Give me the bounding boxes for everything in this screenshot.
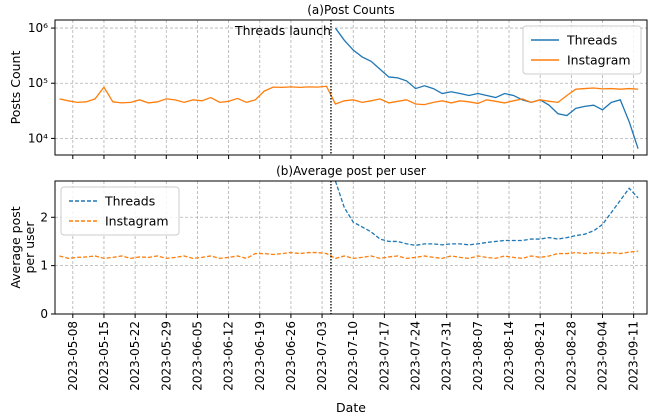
y-tick-label: 1 (40, 259, 48, 273)
legend-box (60, 186, 180, 236)
series-line (59, 250, 639, 260)
x-tick-label: 2023-07-17 (377, 321, 391, 391)
legend-label: Threads (566, 33, 617, 48)
x-tick-label: 2023-08-14 (502, 321, 516, 391)
annotation: Threads launch (234, 23, 331, 38)
legend-label: Threads (104, 194, 155, 209)
x-axis-label: Date (336, 400, 366, 415)
y-tick-label: 10⁵ (28, 76, 48, 90)
y-axis-label: per user (22, 221, 37, 274)
y-axis-label: Posts Count (8, 51, 23, 125)
subplot-title: (b)Average post per user (276, 164, 426, 178)
y-tick-label: 2 (40, 210, 48, 224)
subplot-title: (a)Post Counts (307, 3, 395, 17)
y-tick-label: 10⁴ (28, 131, 48, 145)
x-tick-label: 2023-07-10 (346, 321, 360, 391)
legend-box (522, 25, 642, 75)
x-tick-label: 2023-09-11 (627, 321, 641, 391)
x-tick-label: 2023-05-15 (97, 321, 111, 391)
x-tick-label: 2023-05-08 (66, 321, 80, 391)
x-tick-label: 2023-05-22 (128, 321, 142, 391)
plot-area (59, 27, 639, 149)
series-line (334, 181, 639, 246)
legend-label: Instagram (567, 53, 631, 68)
x-tick-label: 2023-08-28 (564, 321, 578, 391)
x-tick-label: 2023-07-03 (315, 321, 329, 391)
axes-frame (54, 180, 648, 315)
x-tick-label: 2023-05-29 (159, 321, 173, 391)
y-axis-label: Average post (8, 206, 23, 288)
y-tick-label: 10⁶ (28, 21, 48, 35)
series-line (334, 27, 639, 149)
x-tick-label: 2023-08-07 (471, 321, 485, 391)
x-tick-label: 2023-06-05 (190, 321, 204, 391)
legend-label: Instagram (105, 214, 169, 229)
x-tick-label: 2023-07-24 (409, 321, 423, 391)
x-tick-label: 2023-06-12 (222, 321, 236, 391)
x-tick-label: 2023-06-19 (253, 321, 267, 391)
x-tick-label: 2023-07-31 (440, 321, 454, 391)
y-tick-label: 0 (40, 307, 48, 321)
x-tick-label: 2023-06-26 (284, 321, 298, 391)
x-tick-label: 2023-09-04 (595, 321, 609, 391)
series-line (59, 85, 639, 106)
x-tick-label: 2023-08-21 (533, 321, 547, 391)
plot-area (59, 181, 639, 260)
axes-frame (54, 19, 648, 156)
